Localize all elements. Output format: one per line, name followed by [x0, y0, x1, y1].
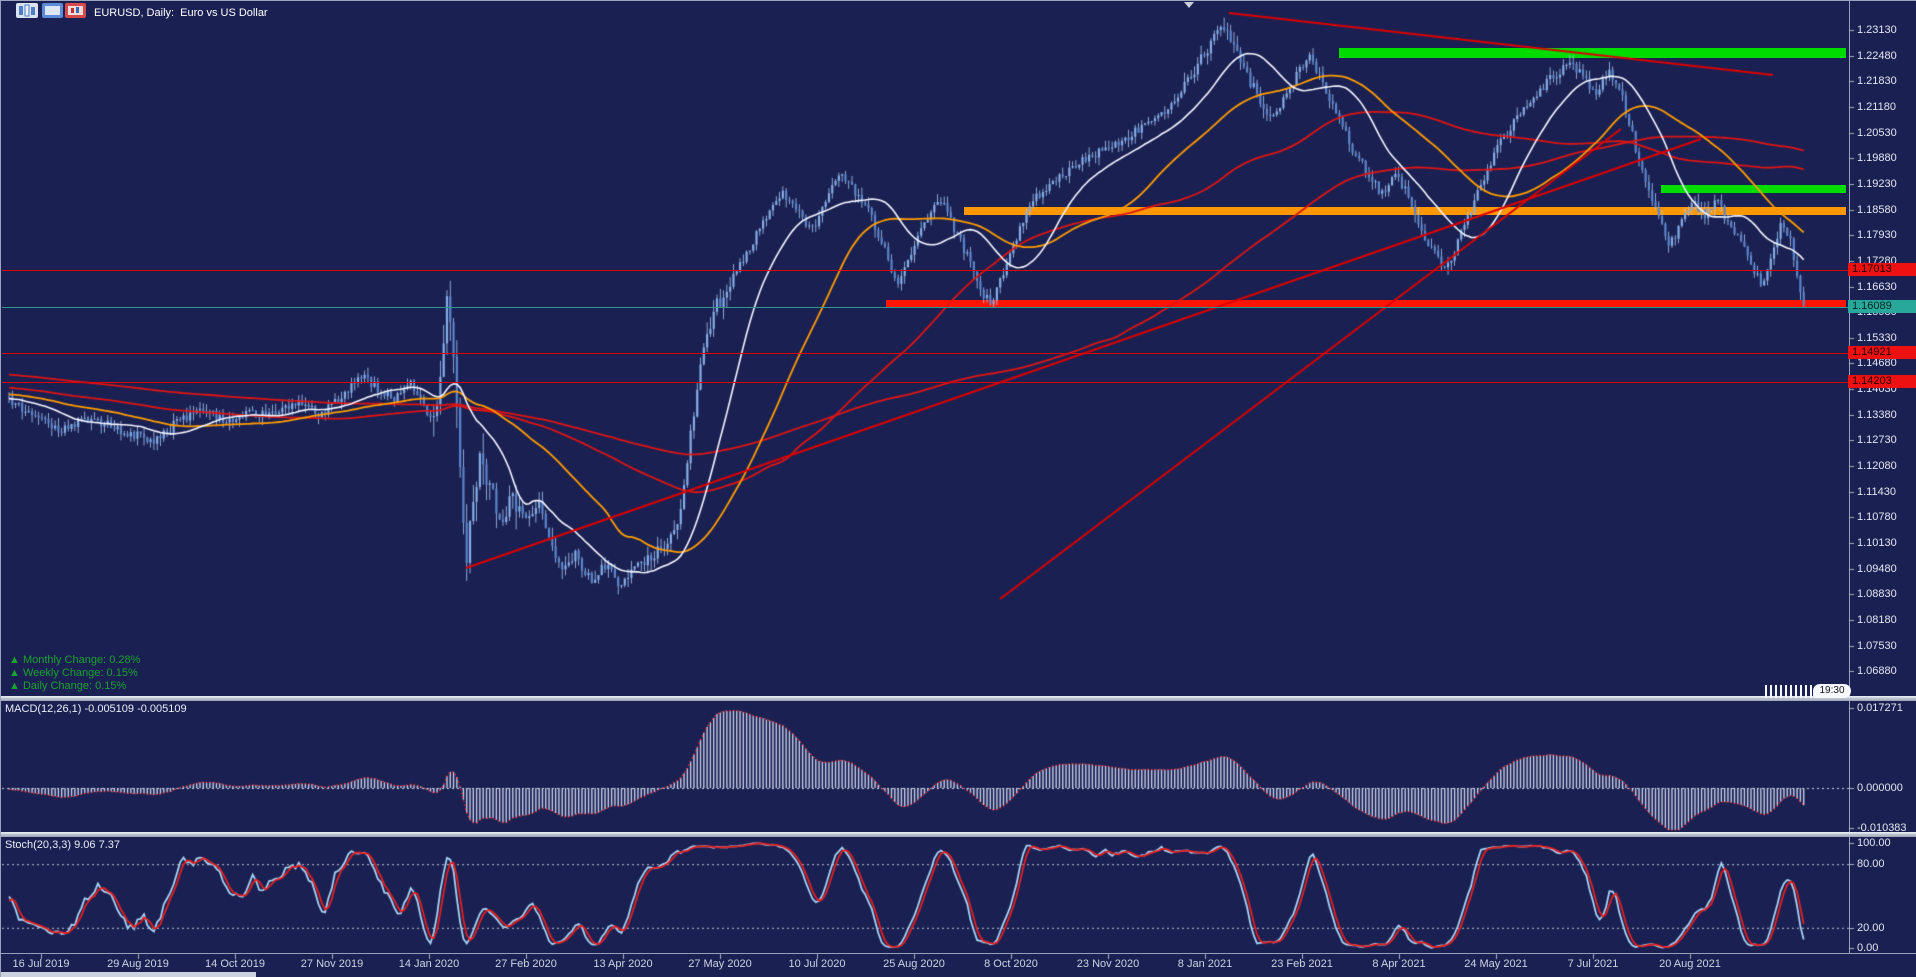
price-axis-label: 1.20530 — [1857, 126, 1897, 139]
weekly-change-value: 0.15% — [106, 667, 138, 679]
price-axis-label: 1.21180 — [1857, 100, 1896, 113]
price-axis-label: 1.17930 — [1857, 229, 1897, 242]
macd-panel-label: MACD(12,26,1) -0.005109 -0.005109 — [5, 703, 187, 715]
current-price-line — [2, 307, 1849, 308]
price-axis-label: 1.09480 — [1857, 562, 1897, 575]
date-axis-label: 23 Nov 2020 — [1076, 958, 1140, 970]
date-axis-label: 14 Jan 2020 — [398, 958, 460, 970]
countdown-ticks-icon — [1765, 685, 1812, 698]
countdown-timer: 19:30 — [1813, 684, 1851, 698]
date-axis-label: 13 Apr 2020 — [593, 958, 653, 970]
level-price-tag: 1.14921 — [1848, 346, 1916, 359]
horizontal-level-1.17013[interactable] — [2, 270, 1849, 271]
date-axis-label: 16 Jul 2019 — [12, 958, 70, 970]
price-axis-label: 1.07530 — [1857, 639, 1897, 652]
price-axis-label: 1.10780 — [1857, 511, 1897, 524]
daily-change: ▲ Daily Change: 0.15% — [9, 680, 140, 693]
date-axis-label: 14 Oct 2019 — [205, 958, 265, 970]
price-axis-label: 1.22480 — [1857, 49, 1897, 62]
price-axis-label: 1.06880 — [1857, 665, 1897, 678]
stoch-values: 9.06 7.37 — [74, 839, 120, 851]
monthly-change: ▲ Monthly Change: 0.28% — [9, 654, 140, 667]
weekly-change-label: Weekly Change: — [22, 667, 104, 679]
horizontal-level-1.14921[interactable] — [2, 353, 1849, 354]
price-axis-label: 1.08830 — [1857, 588, 1897, 601]
chart-title: EURUSD, Daily: Euro vs US Dollar — [94, 7, 268, 19]
panel-separator-stoch[interactable] — [1, 832, 1916, 837]
date-axis-label: 8 Jan 2021 — [1177, 958, 1233, 970]
price-axis-label: 1.15330 — [1857, 331, 1897, 344]
change-stats: ▲ Monthly Change: 0.28% ▲ Weekly Change:… — [9, 654, 140, 693]
price-axis-label: 1.12730 — [1857, 434, 1897, 447]
current-price-tag: 1.16089 — [1848, 300, 1916, 313]
price-axis-label: 1.11430 — [1857, 485, 1896, 498]
up-arrow-icon: ▲ — [9, 680, 20, 692]
stoch-name: Stoch(20,3,3) — [5, 839, 72, 851]
indicator-axis-label: 0.000000 — [1857, 782, 1903, 794]
date-axis-label: 27 Nov 2019 — [300, 958, 364, 970]
price-axis-label: 1.08180 — [1857, 613, 1897, 626]
panel-separator-macd[interactable] — [1, 696, 1916, 701]
date-axis-label: 27 May 2020 — [688, 958, 752, 970]
indicator-axis-label: 0.00 — [1857, 942, 1879, 954]
date-axis-label: 27 Feb 2020 — [495, 958, 557, 970]
up-arrow-icon: ▲ — [9, 667, 20, 679]
candlestick-chart-icon — [16, 3, 38, 23]
daily-change-value: 0.15% — [95, 680, 127, 692]
monthly-change-label: Monthly Change: — [22, 654, 107, 666]
price-axis-label: 1.14680 — [1857, 357, 1897, 370]
daily-change-label: Daily Change: — [22, 680, 93, 692]
indicator-axis-label: 0.017271 — [1857, 702, 1903, 714]
price-axis-label: 1.13380 — [1857, 408, 1897, 421]
date-axis-line[interactable] — [1, 953, 1916, 954]
date-axis-label: 25 Aug 2020 — [883, 958, 945, 970]
date-axis-label: 29 Aug 2019 — [107, 958, 169, 970]
indicator-axis-label: 80.00 — [1857, 858, 1885, 870]
date-axis-label: 24 May 2021 — [1464, 958, 1528, 970]
price-axis-label: 1.10130 — [1857, 537, 1897, 549]
monthly-change-value: 0.28% — [109, 654, 141, 666]
macd-name: MACD(12,26,1) — [5, 703, 82, 715]
price-axis-label: 1.18580 — [1857, 203, 1897, 216]
price-axis-line[interactable] — [1849, 1, 1850, 954]
date-axis-label: 23 Feb 2021 — [1271, 958, 1333, 970]
horizontal-level-1.14203[interactable] — [2, 382, 1849, 383]
date-axis-label: 20 Aug 2021 — [1659, 958, 1721, 970]
indicator-axis-label: -0.010383 — [1857, 822, 1907, 834]
indicator-axis-label: 20.00 — [1857, 922, 1885, 934]
level-price-tag: 1.17013 — [1848, 263, 1916, 276]
chart-title-bar: EURUSD, Daily: Euro vs US Dollar — [1, 1, 268, 25]
indicator-axis-label: 100.00 — [1857, 837, 1891, 849]
weekly-change: ▲ Weekly Change: 0.15% — [9, 667, 140, 680]
stoch-panel-label: Stoch(20,3,3) 9.06 7.37 — [5, 839, 120, 851]
chart-window-icon — [42, 3, 86, 23]
price-axis-label: 1.19230 — [1857, 177, 1897, 190]
macd-values: -0.005109 -0.005109 — [84, 703, 187, 715]
chart-shift-marker-icon[interactable] — [1184, 2, 1194, 8]
level-price-tag: 1.14203 — [1848, 375, 1916, 388]
price-axis-label: 1.16630 — [1857, 280, 1897, 293]
bottom-scroll-strip[interactable] — [1, 972, 256, 977]
price-axis-label: 1.21830 — [1857, 75, 1897, 88]
date-axis-label: 10 Jul 2020 — [788, 958, 846, 970]
price-axis-label: 1.12080 — [1857, 460, 1897, 473]
up-arrow-icon: ▲ — [9, 654, 20, 666]
price-axis-label: 1.19880 — [1857, 152, 1897, 165]
price-axis-label: 1.23130 — [1857, 24, 1897, 36]
date-axis-label: 7 Jul 2021 — [1567, 958, 1619, 970]
date-axis-label: 8 Oct 2020 — [984, 958, 1038, 970]
date-axis-label: 8 Apr 2021 — [1372, 958, 1426, 970]
